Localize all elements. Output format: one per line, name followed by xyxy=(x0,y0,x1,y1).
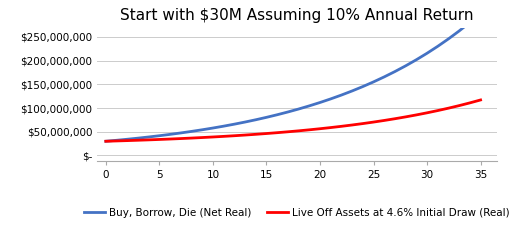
Live Off Assets at 4.6% Initial Draw (Real) xyxy=(371,121,377,123)
Buy, Borrow, Die (Net Real) xyxy=(156,134,162,137)
Buy, Borrow, Die (Net Real) xyxy=(338,94,345,96)
Live Off Assets at 4.6% Initial Draw (Real) xyxy=(221,135,227,138)
Buy, Borrow, Die (Net Real) xyxy=(285,111,291,114)
Title: Start with $30M Assuming 10% Annual Return: Start with $30M Assuming 10% Annual Retu… xyxy=(120,8,474,23)
Buy, Borrow, Die (Net Real) xyxy=(413,58,419,61)
Buy, Borrow, Die (Net Real) xyxy=(445,37,452,40)
Buy, Borrow, Die (Net Real) xyxy=(402,64,409,67)
Buy, Borrow, Die (Net Real) xyxy=(103,140,109,143)
Buy, Borrow, Die (Net Real) xyxy=(210,127,216,129)
Buy, Borrow, Die (Net Real) xyxy=(199,128,205,131)
Live Off Assets at 4.6% Initial Draw (Real) xyxy=(156,138,162,141)
Live Off Assets at 4.6% Initial Draw (Real) xyxy=(114,140,120,142)
Buy, Borrow, Die (Net Real) xyxy=(381,75,387,78)
Live Off Assets at 4.6% Initial Draw (Real) xyxy=(135,139,141,142)
Live Off Assets at 4.6% Initial Draw (Real) xyxy=(445,107,452,109)
Live Off Assets at 4.6% Initial Draw (Real) xyxy=(103,140,109,143)
Buy, Borrow, Die (Net Real) xyxy=(252,118,259,121)
Live Off Assets at 4.6% Initial Draw (Real) xyxy=(435,109,441,112)
Buy, Borrow, Die (Net Real) xyxy=(274,113,280,116)
Buy, Borrow, Die (Net Real) xyxy=(242,121,248,123)
Live Off Assets at 4.6% Initial Draw (Real) xyxy=(306,128,312,131)
Buy, Borrow, Die (Net Real) xyxy=(188,130,195,133)
Live Off Assets at 4.6% Initial Draw (Real) xyxy=(285,130,291,133)
Live Off Assets at 4.6% Initial Draw (Real) xyxy=(231,134,238,137)
Live Off Assets at 4.6% Initial Draw (Real) xyxy=(199,136,205,139)
Live Off Assets at 4.6% Initial Draw (Real) xyxy=(467,101,473,104)
Buy, Borrow, Die (Net Real) xyxy=(371,81,377,83)
Buy, Borrow, Die (Net Real) xyxy=(167,133,173,136)
Live Off Assets at 4.6% Initial Draw (Real) xyxy=(338,125,345,128)
Buy, Borrow, Die (Net Real) xyxy=(114,139,120,142)
Live Off Assets at 4.6% Initial Draw (Real) xyxy=(252,133,259,136)
Live Off Assets at 4.6% Initial Draw (Real) xyxy=(167,138,173,141)
Live Off Assets at 4.6% Initial Draw (Real) xyxy=(349,123,355,126)
Buy, Borrow, Die (Net Real) xyxy=(435,45,441,48)
Live Off Assets at 4.6% Initial Draw (Real) xyxy=(392,117,398,120)
Live Off Assets at 4.6% Initial Draw (Real) xyxy=(145,138,152,141)
Live Off Assets at 4.6% Initial Draw (Real) xyxy=(295,129,302,132)
Buy, Borrow, Die (Net Real) xyxy=(178,132,184,134)
Live Off Assets at 4.6% Initial Draw (Real) xyxy=(274,131,280,134)
Live Off Assets at 4.6% Initial Draw (Real) xyxy=(456,104,462,107)
Buy, Borrow, Die (Net Real) xyxy=(478,12,484,15)
Legend: Buy, Borrow, Die (Net Real), Live Off Assets at 4.6% Initial Draw (Real): Buy, Borrow, Die (Net Real), Live Off As… xyxy=(80,204,512,222)
Live Off Assets at 4.6% Initial Draw (Real) xyxy=(124,139,131,142)
Live Off Assets at 4.6% Initial Draw (Real) xyxy=(360,122,366,125)
Buy, Borrow, Die (Net Real) xyxy=(456,30,462,32)
Live Off Assets at 4.6% Initial Draw (Real) xyxy=(178,137,184,140)
Buy, Borrow, Die (Net Real) xyxy=(424,52,430,55)
Buy, Borrow, Die (Net Real) xyxy=(295,108,302,110)
Buy, Borrow, Die (Net Real) xyxy=(317,101,323,104)
Buy, Borrow, Die (Net Real) xyxy=(328,97,334,100)
Live Off Assets at 4.6% Initial Draw (Real) xyxy=(210,136,216,138)
Buy, Borrow, Die (Net Real) xyxy=(467,21,473,24)
Live Off Assets at 4.6% Initial Draw (Real) xyxy=(413,114,419,116)
Live Off Assets at 4.6% Initial Draw (Real) xyxy=(424,111,430,114)
Live Off Assets at 4.6% Initial Draw (Real) xyxy=(328,126,334,129)
Buy, Borrow, Die (Net Real) xyxy=(124,138,131,141)
Line: Live Off Assets at 4.6% Initial Draw (Real): Live Off Assets at 4.6% Initial Draw (Re… xyxy=(106,100,481,141)
Buy, Borrow, Die (Net Real) xyxy=(392,70,398,73)
Live Off Assets at 4.6% Initial Draw (Real) xyxy=(402,115,409,118)
Live Off Assets at 4.6% Initial Draw (Real) xyxy=(317,127,323,130)
Buy, Borrow, Die (Net Real) xyxy=(231,123,238,126)
Line: Buy, Borrow, Die (Net Real): Buy, Borrow, Die (Net Real) xyxy=(106,14,481,141)
Buy, Borrow, Die (Net Real) xyxy=(135,137,141,140)
Live Off Assets at 4.6% Initial Draw (Real) xyxy=(381,119,387,122)
Live Off Assets at 4.6% Initial Draw (Real) xyxy=(263,132,269,135)
Buy, Borrow, Die (Net Real) xyxy=(263,116,269,119)
Live Off Assets at 4.6% Initial Draw (Real) xyxy=(188,137,195,140)
Buy, Borrow, Die (Net Real) xyxy=(145,136,152,138)
Buy, Borrow, Die (Net Real) xyxy=(221,125,227,128)
Buy, Borrow, Die (Net Real) xyxy=(306,105,312,107)
Live Off Assets at 4.6% Initial Draw (Real) xyxy=(478,99,484,101)
Buy, Borrow, Die (Net Real) xyxy=(360,85,366,88)
Live Off Assets at 4.6% Initial Draw (Real) xyxy=(242,134,248,137)
Buy, Borrow, Die (Net Real) xyxy=(349,90,355,92)
